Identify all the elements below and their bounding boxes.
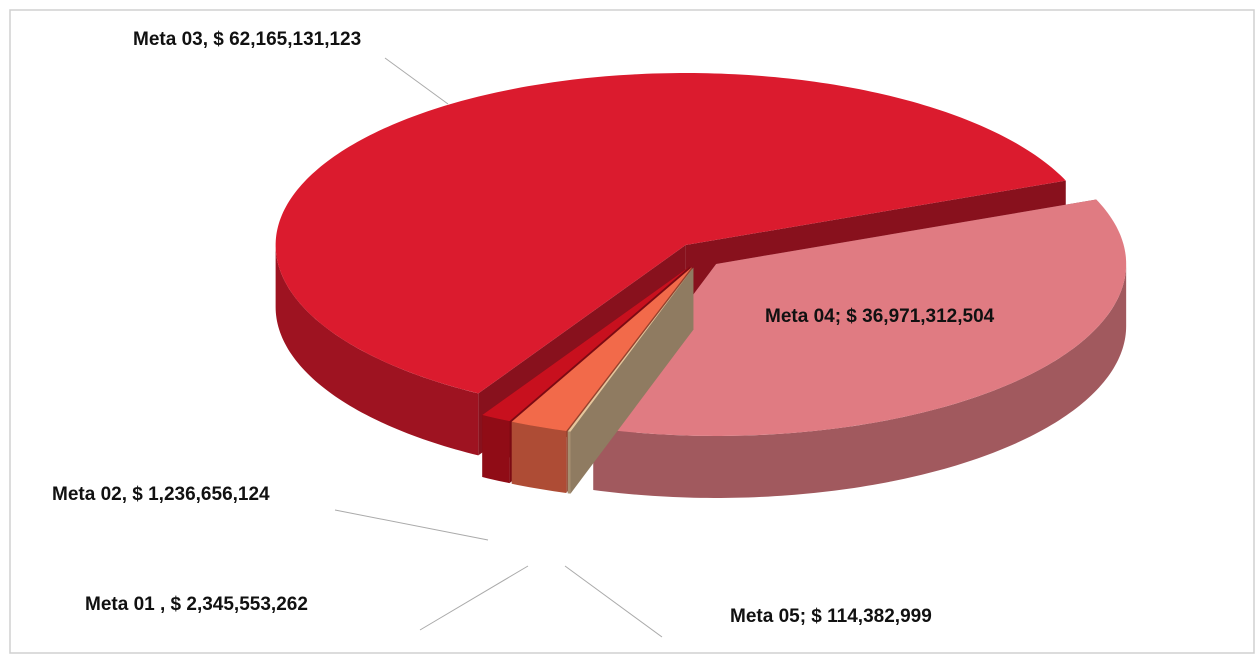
leader-line	[564, 565, 663, 638]
slice-side	[275, 245, 479, 456]
slice	[567, 267, 694, 494]
slice	[593, 199, 1127, 498]
slice-side	[567, 431, 571, 494]
slice-top	[593, 199, 1127, 436]
slice-side	[511, 421, 567, 493]
slice-top	[511, 267, 692, 431]
slice-side	[593, 263, 1127, 498]
slice-cut-face	[567, 267, 694, 494]
leader-line	[334, 509, 489, 541]
slice-top	[275, 73, 1066, 394]
slice-top	[567, 267, 694, 432]
leader-line	[419, 565, 529, 631]
data-label: Meta 01 , $ 2,345,553,262	[85, 594, 308, 615]
data-label: Meta 05; $ 114,382,999	[730, 606, 932, 627]
slice-side	[482, 415, 510, 484]
data-label: Meta 04; $ 36,971,312,504	[765, 306, 995, 327]
leader-line	[384, 57, 449, 105]
data-label: Meta 03, $ 62,165,131,123	[133, 29, 361, 50]
slice-top	[482, 266, 690, 422]
data-label: Meta 02, $ 1,236,656,124	[52, 484, 270, 505]
